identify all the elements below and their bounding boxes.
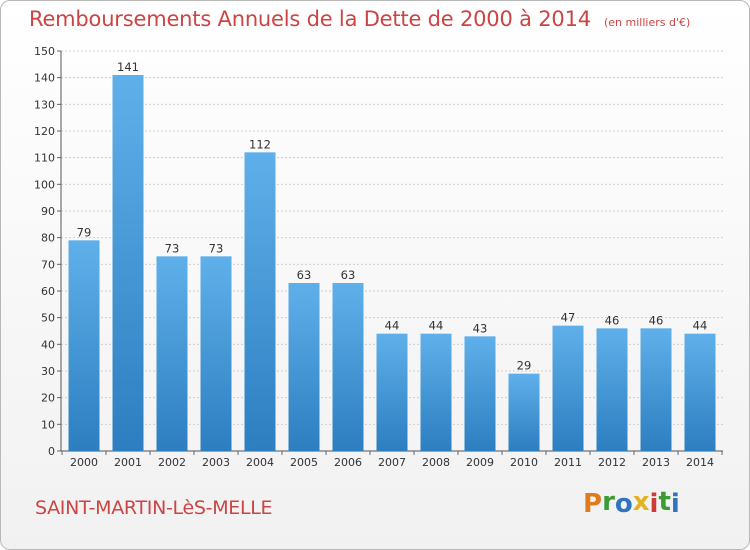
bar	[420, 333, 452, 451]
chart-subtitle: (en milliers d'€)	[604, 16, 691, 29]
logo-letter: i	[670, 489, 680, 519]
x-tick-label: 2005	[290, 456, 318, 469]
bar	[552, 325, 584, 451]
bar	[332, 283, 364, 451]
logo-letter: P	[583, 489, 603, 519]
x-tick-label: 2008	[422, 456, 450, 469]
bar	[596, 328, 628, 451]
bar	[640, 328, 672, 451]
y-tick-label: 80	[41, 232, 55, 245]
axes: 0 10 20 30 40 50 60 70 80 90 100 110 120 130 140 150 200…	[34, 45, 723, 469]
data-label: 47	[561, 311, 576, 325]
data-label: 73	[165, 241, 180, 255]
y-tick-label: 10	[41, 418, 55, 431]
data-label: 46	[605, 313, 620, 327]
bar	[156, 256, 188, 451]
y-tick-label: 120	[34, 125, 55, 138]
x-tick-label: 2001	[114, 456, 142, 469]
x-tick-label: 2014	[686, 456, 714, 469]
y-tick-label: 60	[41, 285, 55, 298]
x-tick-label: 2012	[598, 456, 626, 469]
data-label: 63	[297, 268, 312, 282]
y-tick-label: 140	[34, 72, 55, 85]
bar	[68, 240, 100, 451]
data-label: 44	[385, 319, 400, 333]
data-label: 73	[209, 241, 224, 255]
y-tick-label: 150	[34, 45, 55, 58]
x-tick-label: 2004	[246, 456, 274, 469]
y-tick-label: 110	[34, 152, 55, 165]
bar	[288, 283, 320, 451]
y-tick-label: 20	[41, 392, 55, 405]
value-labels: 79 141 73 73 112 63 63 44 44 43 29 47 46 46 44	[77, 60, 708, 373]
x-tick-label: 2007	[378, 456, 406, 469]
y-tick-label: 50	[41, 312, 55, 325]
logo-letter: o	[614, 489, 633, 519]
data-label: 79	[77, 225, 92, 239]
y-tick-label: 100	[34, 178, 55, 191]
bar	[200, 256, 232, 451]
y-tick-label: 40	[41, 338, 55, 351]
data-label: 44	[429, 319, 444, 333]
x-tick-label: 2010	[510, 456, 538, 469]
x-tick-label: 2009	[466, 456, 494, 469]
y-tick-label: 30	[41, 365, 55, 378]
bar	[112, 75, 144, 451]
bar	[508, 373, 540, 451]
y-tick-label: 130	[34, 98, 55, 111]
x-tick-label: 2011	[554, 456, 582, 469]
data-label: 63	[341, 268, 356, 282]
proxiti-logo[interactable]: Proxiti	[583, 487, 680, 519]
title-row: Remboursements Annuels de la Dette de 20…	[29, 7, 690, 31]
data-label: 29	[517, 359, 532, 373]
logo-letter: r	[602, 487, 615, 517]
bar	[464, 336, 496, 451]
bar	[376, 333, 408, 451]
data-label: 43	[473, 321, 488, 335]
logo-letter: x	[632, 487, 650, 517]
x-tick-label: 2000	[70, 456, 98, 469]
data-label: 44	[693, 319, 708, 333]
bars	[68, 75, 716, 452]
y-tick-label: 90	[41, 205, 55, 218]
logo-letter: t	[658, 487, 671, 517]
x-tick-label: 2006	[334, 456, 362, 469]
logo-letter: i	[649, 489, 659, 519]
x-tick-label: 2002	[158, 456, 186, 469]
bar	[684, 333, 716, 451]
bar	[244, 152, 276, 452]
y-tick-label: 70	[41, 258, 55, 271]
x-tick-label: 2013	[642, 456, 670, 469]
x-tick-label: 2003	[202, 456, 230, 469]
data-label: 46	[649, 313, 664, 327]
data-label: 141	[117, 60, 139, 74]
y-tick-label: 0	[48, 445, 55, 458]
data-label: 112	[249, 137, 271, 151]
town-name: SAINT-MARTIN-LèS-MELLE	[35, 497, 273, 519]
chart-title: Remboursements Annuels de la Dette de 20…	[29, 7, 591, 31]
